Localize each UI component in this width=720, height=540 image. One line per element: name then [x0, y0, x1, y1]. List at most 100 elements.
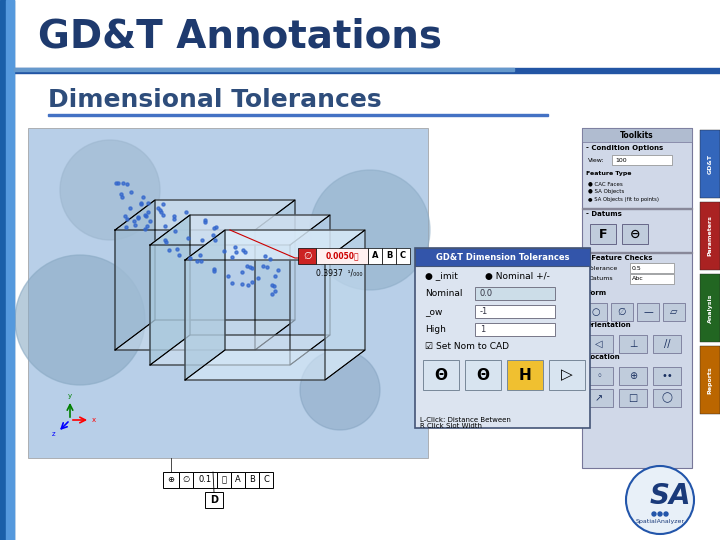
Point	[130, 221, 141, 230]
Point	[244, 262, 256, 271]
Polygon shape	[325, 230, 365, 380]
Text: - Datums: - Datums	[586, 211, 622, 217]
Point	[191, 256, 202, 265]
Point	[239, 248, 251, 256]
Bar	[582, 208, 692, 209]
Point	[236, 268, 248, 276]
Text: ▱: ▱	[670, 307, 678, 317]
Bar	[611, 303, 633, 321]
Text: B: B	[386, 252, 392, 260]
Text: x: x	[92, 417, 96, 423]
Text: ◁: ◁	[595, 339, 603, 349]
Point	[199, 217, 210, 226]
Text: ∅: ∅	[182, 476, 189, 484]
Point	[168, 215, 179, 224]
Polygon shape	[150, 215, 330, 245]
Point	[208, 223, 220, 232]
Text: ● Nominal +/-: ● Nominal +/-	[485, 272, 550, 280]
Point	[119, 212, 130, 221]
Point	[135, 200, 146, 208]
Bar	[6, 0, 14, 540]
Point	[194, 251, 206, 260]
Polygon shape	[115, 200, 295, 230]
Bar	[619, 367, 647, 385]
Text: Toolkits: Toolkits	[620, 131, 654, 139]
Point	[144, 216, 156, 225]
Point	[117, 193, 128, 201]
Bar	[245, 472, 259, 488]
Bar	[465, 360, 501, 390]
Bar	[415, 248, 590, 266]
Text: High: High	[425, 326, 446, 334]
Point	[181, 207, 192, 216]
Text: ∅: ∅	[618, 307, 626, 317]
Circle shape	[15, 255, 145, 385]
Point	[230, 243, 241, 252]
Bar	[259, 472, 273, 488]
Text: Location: Location	[586, 354, 620, 360]
Point	[110, 178, 122, 187]
Point	[158, 211, 169, 219]
Text: - Feature Checks: - Feature Checks	[586, 255, 652, 261]
Bar	[700, 202, 720, 270]
Point	[115, 190, 127, 198]
Point	[196, 235, 207, 244]
Text: 0.0050Ⓛ: 0.0050Ⓛ	[325, 252, 359, 260]
Bar	[582, 252, 692, 253]
Point	[269, 286, 281, 295]
Point	[182, 234, 194, 242]
Text: —: —	[643, 307, 653, 317]
Point	[112, 178, 124, 187]
Point	[142, 222, 153, 231]
Point	[128, 217, 140, 225]
Polygon shape	[185, 350, 365, 380]
Text: ● SA Objects (fit to points): ● SA Objects (fit to points)	[588, 198, 659, 202]
Bar	[28, 128, 428, 458]
Point	[142, 199, 153, 208]
Text: A: A	[372, 252, 378, 260]
Text: SpatialAnalyzer: SpatialAnalyzer	[636, 519, 685, 524]
Bar	[619, 335, 647, 353]
Circle shape	[300, 350, 380, 430]
Text: SA: SA	[650, 482, 691, 510]
Point	[142, 208, 153, 217]
Text: H: H	[518, 368, 531, 382]
Bar	[316, 248, 368, 264]
Polygon shape	[255, 200, 295, 350]
Polygon shape	[115, 320, 295, 350]
Polygon shape	[290, 215, 330, 365]
Bar	[475, 305, 555, 318]
Circle shape	[60, 140, 160, 240]
Text: Parameters: Parameters	[708, 215, 713, 256]
Bar	[653, 335, 681, 353]
Bar	[179, 472, 193, 488]
Point	[226, 253, 238, 261]
Point	[159, 222, 171, 231]
Polygon shape	[150, 335, 330, 365]
Point	[125, 188, 137, 197]
Bar	[663, 303, 685, 321]
Text: ● _imit: ● _imit	[425, 272, 458, 280]
Point	[156, 208, 167, 217]
Point	[269, 272, 281, 280]
Text: D: D	[210, 495, 218, 505]
Text: ● CAC Faces: ● CAC Faces	[588, 181, 623, 186]
Point	[226, 278, 238, 287]
Bar	[217, 472, 231, 488]
Text: z: z	[52, 431, 56, 437]
Bar	[382, 248, 396, 264]
Text: ∅: ∅	[302, 251, 311, 261]
Text: R Click Slot Width: R Click Slot Width	[420, 423, 482, 429]
Text: ↗: ↗	[595, 393, 603, 403]
Bar	[507, 360, 543, 390]
Point	[122, 179, 133, 188]
Text: C: C	[400, 252, 406, 260]
Bar	[582, 128, 692, 468]
Text: □: □	[629, 393, 638, 403]
Bar	[585, 367, 613, 385]
Point	[252, 274, 264, 282]
Bar	[585, 303, 607, 321]
Point	[140, 211, 151, 219]
Text: GD&T: GD&T	[708, 154, 713, 174]
Point	[170, 226, 181, 235]
